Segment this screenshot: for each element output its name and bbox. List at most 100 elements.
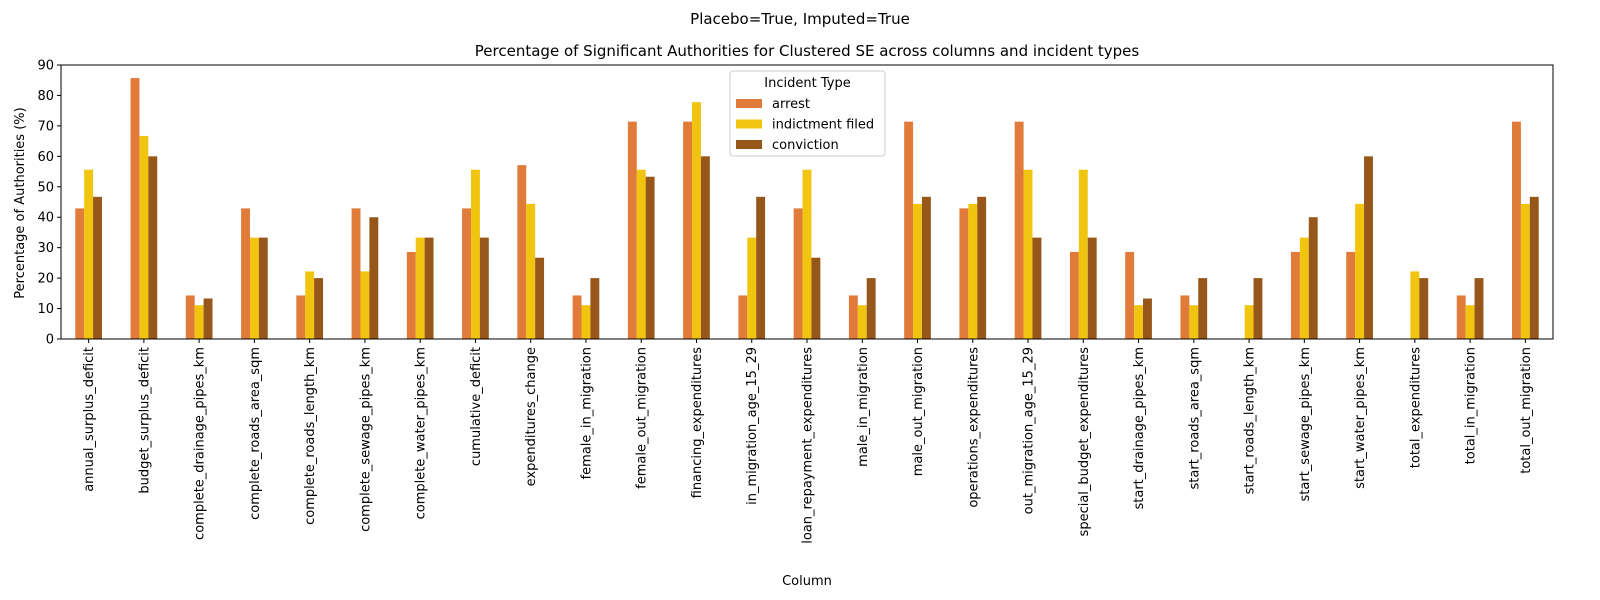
legend-swatch: [736, 140, 762, 149]
bar: [1180, 295, 1190, 339]
legend-swatch: [736, 119, 762, 129]
y-tick-label: 60: [37, 150, 54, 165]
x-tick-label: start_water_pipes_km: [1353, 347, 1368, 489]
x-tick-label: total_in_migration: [1464, 347, 1479, 464]
bar: [148, 156, 158, 339]
bar: [1346, 251, 1356, 339]
legend: Incident Type arrest indictment filed convi…: [729, 70, 886, 157]
bar: [314, 278, 324, 339]
x-tick-label: in_migration_age_15_29: [745, 347, 760, 505]
x-tick-label: complete_roads_area_sqm: [248, 347, 263, 520]
bar: [1520, 203, 1530, 339]
bar: [747, 237, 757, 339]
y-tick-label: 10: [37, 302, 54, 317]
x-tick-label: total_expenditures: [1408, 347, 1423, 468]
bar: [258, 237, 268, 339]
x-tick-label: female_in_migration: [579, 347, 594, 479]
y-tick-label: 50: [37, 180, 54, 195]
ticks-layer: 0 10 20 30 40 50 60 70 80 90 annual_surplus_defici…: [37, 59, 1533, 544]
x-tick-label: start_roads_area_sqm: [1187, 347, 1202, 489]
legend-label: conviction: [772, 138, 839, 153]
bar: [139, 135, 149, 339]
legend-label: indictment filed: [772, 118, 874, 133]
x-axis-label: Column: [782, 574, 832, 589]
bar: [194, 305, 204, 339]
plot-frame: [60, 64, 1554, 340]
y-tick-label: 0: [46, 333, 54, 348]
bar: [369, 217, 379, 339]
y-tick-label: 90: [37, 59, 54, 74]
bar: [921, 196, 931, 339]
bar: [1023, 169, 1033, 339]
bar: [756, 196, 766, 339]
bar: [1299, 237, 1309, 339]
bar: [424, 237, 434, 339]
bar: [470, 169, 480, 339]
bar: [84, 169, 94, 339]
y-tick-label: 40: [37, 211, 54, 226]
bar: [913, 203, 922, 339]
bar: [581, 305, 591, 339]
y-tick-label: 30: [37, 241, 54, 256]
bar: [590, 278, 600, 339]
x-tick-label: complete_roads_length_km: [303, 347, 318, 525]
bar: [1529, 196, 1539, 339]
bar: [296, 295, 306, 339]
bar: [1078, 169, 1088, 339]
bar: [977, 196, 987, 339]
x-tick-label: complete_water_pipes_km: [414, 347, 429, 519]
x-tick-label: complete_drainage_pipes_km: [193, 347, 208, 540]
chart-title: Percentage of Significant Authorities fo…: [475, 42, 1140, 60]
x-tick-label: expenditures_change: [524, 347, 539, 486]
bar: [1364, 156, 1373, 339]
bar: [526, 203, 536, 339]
x-tick-label: male_in_migration: [856, 347, 871, 467]
x-tick-label: male_out_migration: [911, 347, 926, 476]
bar: [241, 208, 250, 339]
bar: [1125, 251, 1135, 339]
x-tick-label: start_drainage_pipes_km: [1132, 347, 1147, 510]
bar: [636, 169, 646, 339]
bar: [1474, 278, 1484, 339]
bar: [1308, 217, 1318, 339]
bars-layer: [75, 78, 1539, 339]
bar: [683, 121, 693, 339]
bar: [572, 295, 582, 339]
x-tick-label: financing_expenditures: [690, 347, 705, 499]
x-tick-label: total_out_migration: [1519, 347, 1534, 474]
bar: [130, 78, 140, 339]
bar: [645, 176, 655, 339]
x-tick-label: start_roads_length_km: [1243, 347, 1258, 494]
bar: [1069, 251, 1079, 339]
bar: [360, 271, 370, 339]
bar: [1143, 298, 1152, 339]
x-tick-label: special_budget_expenditures: [1077, 347, 1092, 537]
bar: [1189, 305, 1199, 339]
bar: [627, 121, 637, 339]
bar: [1465, 305, 1475, 339]
bar: [1198, 278, 1208, 339]
x-tick-label: cumulative_deficit: [469, 347, 484, 466]
legend-swatch: [736, 99, 762, 108]
series-arrest: [75, 78, 1521, 339]
x-tick-label: budget_surplus_deficit: [137, 347, 152, 494]
x-tick-label: complete_sewage_pipes_km: [358, 347, 373, 532]
bar: [415, 237, 425, 339]
y-tick-label: 70: [37, 119, 54, 134]
bar: [968, 203, 978, 339]
bar: [692, 102, 701, 339]
bar: [1410, 271, 1420, 339]
x-tick-label: female_out_migration: [635, 347, 650, 489]
bar: [203, 298, 213, 339]
x-tick-label: out_migration_age_15_29: [1022, 347, 1037, 514]
series-conviction: [93, 156, 1539, 339]
x-tick-label: start_sewage_pipes_km: [1298, 347, 1313, 501]
bar: [1512, 121, 1521, 339]
bar: [1032, 237, 1042, 339]
bar: [479, 237, 489, 339]
legend-label: arrest: [772, 97, 810, 112]
bar: [848, 295, 858, 339]
series-indictment-filed: [84, 102, 1530, 339]
bar: [866, 278, 876, 339]
